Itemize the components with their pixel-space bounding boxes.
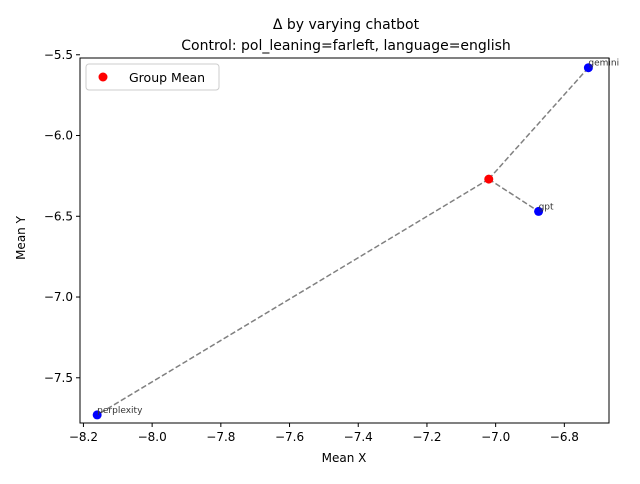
data-point-gpt (534, 206, 544, 216)
y-axis-label: Mean Y (14, 215, 28, 260)
legend-marker-group-mean (98, 72, 108, 82)
x-tick-label: −7.6 (275, 430, 304, 444)
y-tick-label: −6.0 (44, 129, 73, 143)
legend-label-group-mean: Group Mean (129, 70, 205, 85)
point-label-perplexity: perplexity (97, 406, 143, 416)
y-tick-label: −7.5 (44, 371, 73, 385)
x-tick-label: −7.2 (412, 430, 441, 444)
y-tick-label: −6.5 (44, 209, 73, 223)
data-point-gemini (583, 63, 593, 73)
axes-frame (79, 57, 610, 424)
x-tick-label: −7.0 (481, 430, 510, 444)
x-axis-label: Mean X (322, 451, 367, 465)
point-label-gpt: gpt (539, 202, 554, 212)
x-tick-label: −6.8 (550, 430, 579, 444)
group-mean-point (484, 174, 494, 184)
point-label-gemini: gemini (588, 59, 619, 69)
data-point-perplexity (92, 410, 102, 420)
chart-title: Δ by varying chatbot (273, 17, 420, 33)
x-tick-label: −8.0 (138, 430, 167, 444)
x-tick-label: −7.8 (206, 430, 235, 444)
chart-subtitle: Control: pol_leaning=farleft, language=e… (181, 38, 511, 54)
y-tick-label: −5.5 (44, 48, 73, 62)
x-tick-label: −7.4 (344, 430, 373, 444)
connector-line-perplexity (96, 178, 490, 416)
x-tick-label: −8.2 (69, 430, 98, 444)
legend-box (85, 63, 220, 91)
y-tick-label: −7.0 (44, 290, 73, 304)
connector-line-gpt (488, 178, 539, 213)
plot-area: −8.2 −8.0 −7.8 −7.6 −7.4 −7.2 −7.0 −6.8 −7.5 −7.0… (44, 48, 619, 444)
connector-line-gemini (488, 67, 589, 180)
